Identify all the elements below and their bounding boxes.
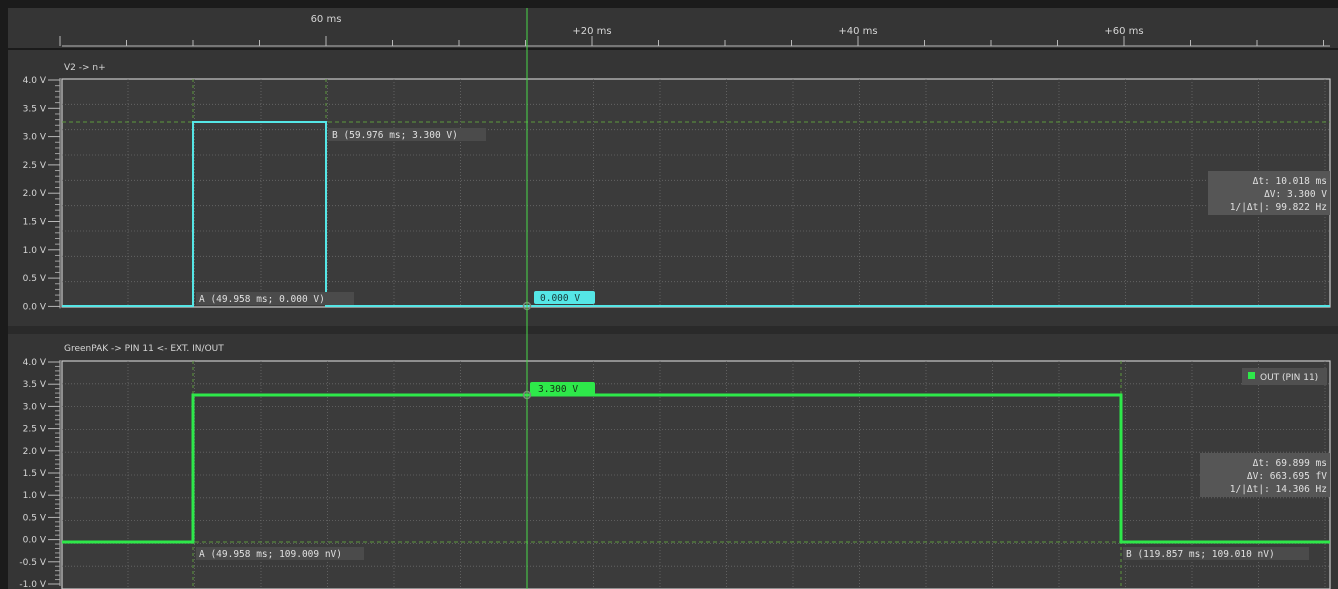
top-cursor-value-badge[interactable]	[534, 291, 595, 304]
y-axis-tick-label: 0.5 V	[23, 513, 47, 523]
legend-swatch	[1248, 372, 1255, 379]
bottom-cursor-value: 3.300 V	[538, 384, 578, 395]
bottom-legend-label: OUT (PIN 11)	[1260, 373, 1318, 383]
bottom-channel-title: GreenPAK -> PIN 11 <- EXT. IN/OUT	[64, 344, 224, 354]
bottom-readout-dt: Δt: 69.899 ms	[1253, 458, 1327, 469]
y-axis-tick-label: 2.5 V	[23, 161, 47, 171]
y-axis-tick-label: 2.5 V	[23, 425, 47, 435]
top-readout-freq: 1/|Δt|: 99.822 Hz	[1230, 202, 1327, 213]
top-y-axis[interactable]: 4.0 V 3.5 V 3.0 V 2.5 V 2.0 V 1.5 V 1.0 V 0.5 V…	[23, 76, 61, 312]
time-label-60ms: 60 ms	[311, 14, 342, 25]
top-channel-panel: V2 -> n+ 4.0 V 3.5 V 3.0 V 2.5 V 2.0 V 1.5 V 1…	[8, 50, 1338, 326]
top-marker-b-box	[328, 128, 486, 141]
bottom-channel-panel: GreenPAK -> PIN 11 <- EXT. IN/OUT 4.0 V 3…	[8, 334, 1338, 589]
time-label-plus40ms: +40 ms	[838, 26, 877, 37]
bottom-y-axis[interactable]: 4.0 V 3.5 V 3.0 V 2.5 V 2.0 V 1.5 V 1.0 V 0.5 V…	[19, 358, 61, 589]
bottom-readout-dv: ΔV: 663.695 fV	[1247, 471, 1327, 482]
y-axis-tick-label: 4.0 V	[23, 358, 47, 368]
bottom-marker-b-box	[1123, 547, 1309, 560]
top-marker-b-label: B (59.976 ms; 3.300 V)	[332, 130, 458, 141]
top-marker-a-box	[196, 292, 354, 305]
top-readout-dv: ΔV: 3.300 V	[1264, 189, 1327, 200]
top-readout-dt: Δt: 10.018 ms	[1253, 176, 1327, 187]
y-axis-tick-label: 2.0 V	[23, 189, 47, 199]
y-axis-tick-label: -1.0 V	[19, 580, 46, 589]
y-axis-tick-label: 1.0 V	[23, 491, 47, 501]
top-signal-trace	[62, 121, 1330, 307]
time-label-plus20ms: +20 ms	[572, 26, 611, 37]
bottom-signal-trace	[62, 393, 1330, 544]
y-axis-tick-label: 4.0 V	[23, 76, 47, 86]
time-axis[interactable]: 60 ms +20 ms +40 ms +60 ms	[8, 8, 1338, 48]
bottom-marker-a-label: A (49.958 ms; 109.009 nV)	[199, 549, 342, 560]
top-marker-a-label: A (49.958 ms; 0.000 V)	[199, 294, 325, 305]
bottom-legend[interactable]: OUT (PIN 11)	[1242, 368, 1327, 385]
bottom-measurement-readout: Δt: 69.899 ms ΔV: 663.695 fV 1/|Δt|: 14.…	[1200, 453, 1330, 497]
y-axis-tick-label: 2.0 V	[23, 447, 47, 457]
y-axis-tick-label: 3.5 V	[23, 104, 47, 114]
bottom-readout-freq: 1/|Δt|: 14.306 Hz	[1230, 484, 1327, 495]
top-cursor-value: 0.000 V	[540, 293, 580, 304]
bottom-plot-area[interactable]: 3.300 V A (49.958 ms; 109.009 nV) B (119…	[61, 360, 1331, 589]
y-axis-tick-label: -0.5 V	[19, 558, 46, 568]
top-plot-area[interactable]: B (59.976 ms; 3.300 V) A (49.958 ms; 0.0…	[61, 78, 1331, 311]
y-axis-tick-label: 0.5 V	[23, 274, 47, 284]
y-axis-tick-label: 3.0 V	[23, 402, 47, 412]
y-axis-tick-label: 1.5 V	[23, 218, 47, 228]
top-measurement-readout: Δt: 10.018 ms ΔV: 3.300 V 1/|Δt|: 99.822…	[1208, 171, 1330, 215]
y-axis-tick-label: 0.0 V	[23, 302, 47, 312]
bottom-cursor-value-badge[interactable]	[530, 382, 595, 395]
y-axis-tick-label: 3.0 V	[23, 133, 47, 143]
time-label-plus60ms: +60 ms	[1104, 26, 1143, 37]
y-axis-tick-label: 0.0 V	[23, 536, 47, 546]
bottom-marker-b-label: B (119.857 ms; 109.010 nV)	[1126, 549, 1275, 560]
y-axis-tick-label: 3.5 V	[23, 380, 47, 390]
top-channel-title: V2 -> n+	[64, 63, 106, 73]
y-axis-tick-label: 1.0 V	[23, 246, 47, 256]
bottom-marker-a-box	[196, 547, 364, 560]
y-axis-tick-label: 1.5 V	[23, 469, 47, 479]
